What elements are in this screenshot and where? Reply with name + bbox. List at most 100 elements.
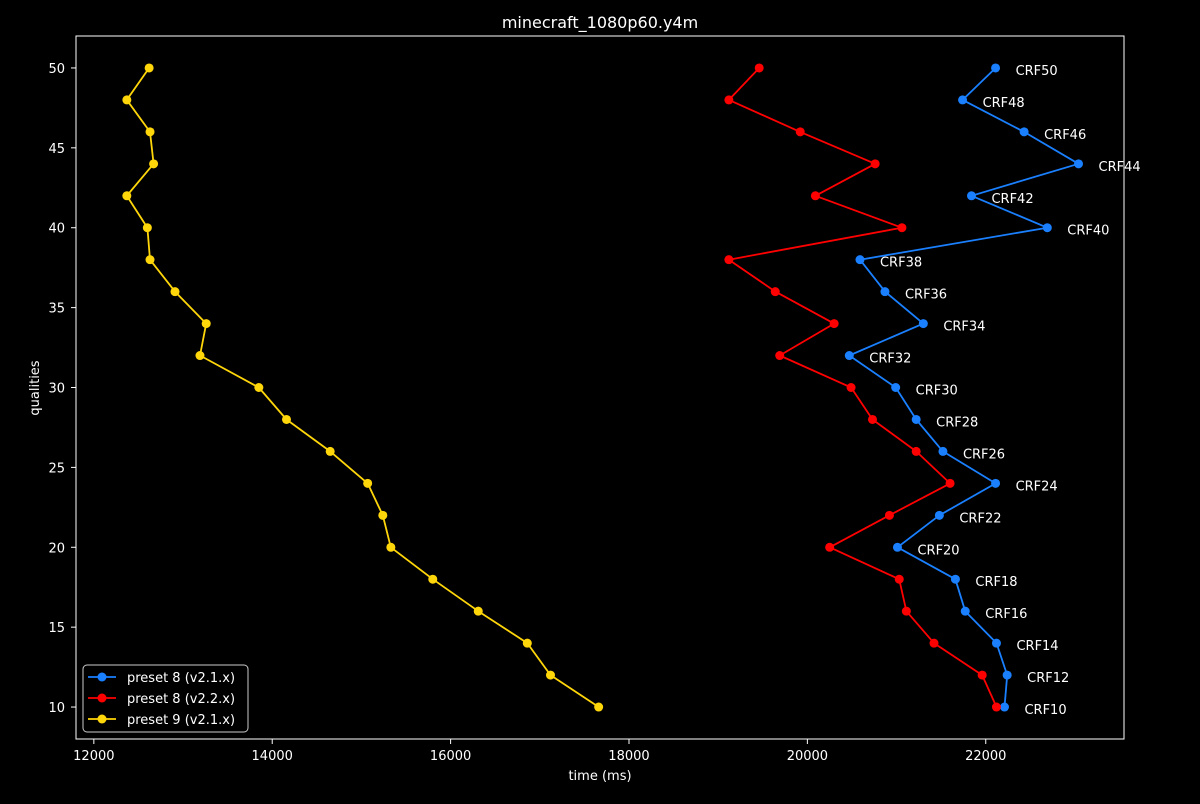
data-point bbox=[428, 574, 438, 584]
series-layer: CRF50 CRF48 CRF46 CRF44 CRF42 CRF40 CRF38 CRF36… bbox=[122, 63, 1141, 718]
y-tick-label: 25 bbox=[48, 461, 65, 476]
legend-marker bbox=[97, 693, 107, 703]
data-point bbox=[891, 383, 901, 392]
data-point bbox=[142, 223, 152, 233]
data-point bbox=[929, 638, 939, 648]
data-point bbox=[846, 383, 856, 392]
x-axis-label: time (ms) bbox=[568, 769, 631, 784]
point-label: CRF20 bbox=[917, 543, 959, 558]
point-label: CRF30 bbox=[916, 384, 958, 399]
point-label: CRF22 bbox=[959, 511, 1001, 526]
data-point bbox=[473, 606, 483, 616]
data-point bbox=[201, 319, 211, 329]
legend-marker bbox=[97, 672, 107, 682]
point-label: CRF40 bbox=[1067, 224, 1109, 239]
chart-title: minecraft_1080p60.y4m bbox=[502, 13, 698, 33]
data-point bbox=[1019, 127, 1029, 137]
data-point bbox=[901, 606, 911, 616]
legend: preset 8 (v2.1.x) preset 8 (v2.2.x) preset… bbox=[82, 664, 249, 733]
y-tick-label: 15 bbox=[48, 621, 65, 636]
data-point bbox=[991, 63, 1001, 73]
data-point bbox=[870, 159, 880, 169]
data-point bbox=[950, 574, 960, 584]
data-point bbox=[911, 414, 921, 424]
point-label: CRF12 bbox=[1027, 671, 1069, 686]
legend-item: preset 8 (v2.1.x) bbox=[88, 671, 235, 686]
x-tick-label: 22000 bbox=[965, 749, 1006, 764]
series-2 bbox=[724, 63, 1001, 712]
data-point bbox=[884, 510, 894, 520]
point-label: CRF44 bbox=[1099, 160, 1141, 175]
y-tick-label: 50 bbox=[48, 62, 65, 77]
data-point bbox=[945, 478, 955, 488]
point-label: CRF32 bbox=[869, 352, 911, 367]
data-point bbox=[770, 287, 780, 297]
data-point bbox=[911, 446, 921, 456]
point-label: CRF38 bbox=[880, 256, 922, 271]
point-label: CRF36 bbox=[905, 288, 947, 303]
data-point bbox=[958, 95, 968, 105]
data-point bbox=[934, 510, 944, 520]
data-point bbox=[145, 255, 155, 265]
point-label: CRF46 bbox=[1044, 128, 1086, 143]
data-point bbox=[892, 542, 902, 552]
data-point bbox=[1074, 159, 1084, 169]
data-point bbox=[254, 383, 264, 392]
data-point bbox=[795, 127, 805, 137]
x-tick-label: 16000 bbox=[430, 749, 471, 764]
point-label: CRF18 bbox=[975, 575, 1017, 590]
data-point bbox=[894, 574, 904, 584]
x-tick-label: 18000 bbox=[608, 749, 649, 764]
data-point bbox=[938, 446, 948, 456]
data-point bbox=[149, 159, 159, 169]
data-point bbox=[386, 542, 396, 552]
data-point bbox=[545, 670, 555, 680]
plot-area-frame bbox=[75, 35, 1125, 740]
data-point bbox=[325, 446, 335, 456]
data-point bbox=[880, 287, 890, 297]
data-point bbox=[594, 702, 604, 712]
point-label: CRF10 bbox=[1024, 703, 1066, 718]
point-label: CRF28 bbox=[936, 415, 978, 430]
legend-item: preset 8 (v2.2.x) bbox=[88, 692, 235, 707]
data-point bbox=[844, 351, 854, 361]
point-label: CRF48 bbox=[983, 96, 1025, 111]
legend-label: preset 8 (v2.2.x) bbox=[127, 692, 235, 707]
data-point bbox=[825, 542, 835, 552]
data-point bbox=[960, 606, 970, 616]
data-point bbox=[867, 414, 877, 424]
data-point bbox=[378, 510, 388, 520]
x-tick-label: 12000 bbox=[73, 749, 114, 764]
data-point bbox=[829, 319, 839, 329]
data-point bbox=[775, 351, 785, 361]
data-point bbox=[724, 255, 734, 265]
point-label: CRF14 bbox=[1016, 639, 1058, 654]
data-point bbox=[966, 191, 976, 201]
data-point bbox=[522, 638, 532, 648]
data-point bbox=[195, 351, 205, 361]
point-label: CRF24 bbox=[1016, 479, 1058, 494]
point-label: CRF16 bbox=[985, 607, 1027, 622]
data-point bbox=[977, 670, 987, 680]
legend-box bbox=[82, 664, 249, 733]
point-label: CRF50 bbox=[1016, 64, 1058, 79]
series-1: CRF50 CRF48 CRF46 CRF44 CRF42 CRF40 CRF38 CRF36… bbox=[844, 63, 1141, 718]
x-tick-label: 14000 bbox=[252, 749, 293, 764]
y-tick-label: 10 bbox=[48, 701, 65, 716]
data-point bbox=[855, 255, 865, 265]
data-point bbox=[170, 287, 180, 297]
data-point bbox=[144, 63, 154, 73]
series-3 bbox=[122, 63, 604, 712]
legend-label: preset 8 (v2.1.x) bbox=[127, 671, 235, 686]
point-label: CRF42 bbox=[991, 192, 1033, 207]
data-point bbox=[991, 478, 1001, 488]
data-point bbox=[1002, 670, 1012, 680]
point-label: CRF34 bbox=[943, 320, 985, 335]
data-point bbox=[724, 95, 734, 105]
y-tick-label: 30 bbox=[48, 382, 65, 397]
data-point bbox=[897, 223, 907, 233]
data-point bbox=[145, 127, 155, 137]
data-point bbox=[918, 319, 928, 329]
